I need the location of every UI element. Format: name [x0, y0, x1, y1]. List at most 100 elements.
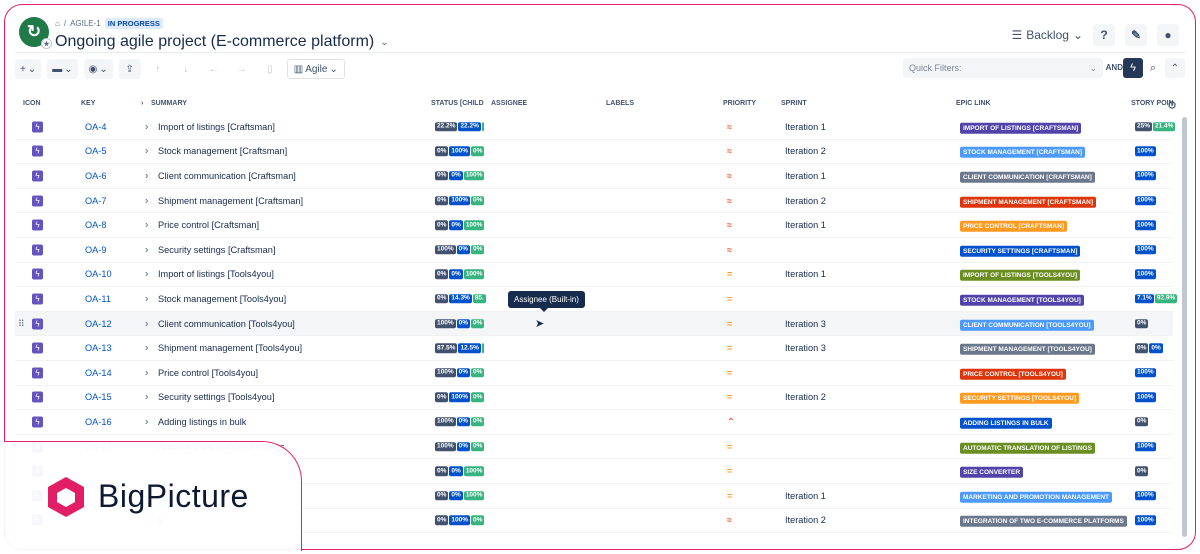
epic-badge[interactable]: PRICE CONTROL [TOOLS4YOU] [960, 368, 1066, 380]
issue-summary[interactable]: Shipment management [Craftsman] [158, 195, 304, 206]
issue-summary[interactable]: Stock management [Tools4you] [158, 293, 287, 304]
table-row[interactable]: ϟ OA-8 › Price control [Craftsman] 0% 0% 100% ≈… [15, 213, 1173, 238]
quick-filters-select[interactable]: Quick Filters: ⌄ [903, 58, 1103, 78]
issue-summary[interactable]: Adding listings in bulk [158, 416, 247, 427]
table-row[interactable]: ϟ OA-5 › Stock management [Craftsman] 0% 100%… [15, 140, 1173, 165]
issue-key-link[interactable]: OA-4 [85, 121, 107, 132]
priority-medium-icon[interactable]: = [727, 343, 733, 354]
epic-badge[interactable]: PRICE CONTROL [CRAFTSMAN] [960, 220, 1067, 232]
priority-medium-icon[interactable]: = [727, 269, 733, 280]
collapse-button[interactable]: ⌃ [1165, 58, 1185, 78]
epic-badge[interactable]: ADDING LISTINGS IN BULK [960, 417, 1052, 429]
issue-key-link[interactable]: OA-7 [85, 195, 107, 206]
issue-summary[interactable]: Security settings [Craftsman] [158, 244, 276, 255]
sprint-value[interactable]: Iteration 1 [785, 269, 826, 280]
epic-link[interactable]: SECURITY SETTINGS [TOOLS4YOU] [960, 392, 1080, 405]
table-row[interactable]: ϟ OA-10 › Import of listings [Tools4you] 0% 0… [15, 263, 1173, 288]
sprint-value[interactable]: Iteration 2 [785, 146, 826, 157]
expand-chevron-icon[interactable]: › [145, 268, 149, 280]
epic-link[interactable]: STOCK MANAGEMENT [TOOLS4YOU] [960, 294, 1084, 306]
folder-button[interactable]: ▬ ⌄ [47, 59, 78, 79]
issue-key-link[interactable]: OA-14 [85, 367, 112, 378]
epic-link[interactable]: ADDING LISTINGS IN BULK [960, 417, 1052, 429]
priority-low-icon[interactable]: ⌃ [727, 416, 735, 427]
epic-link[interactable]: SECURITY SETTINGS [CRAFTSMAN] [960, 245, 1081, 257]
issue-key-link[interactable]: OA-13 [85, 343, 112, 354]
expand-chevron-icon[interactable]: › [145, 170, 149, 182]
epic-badge[interactable]: SECURITY SETTINGS [CRAFTSMAN] [960, 245, 1081, 257]
epic-badge[interactable]: IMPORT OF LISTINGS [CRAFTSMAN] [960, 122, 1082, 134]
priority-medium-icon[interactable]: = [727, 367, 733, 378]
issue-key-link[interactable]: OA-9 [85, 244, 107, 255]
visibility-button[interactable]: ◉ ⌄ [83, 59, 113, 79]
epic-link[interactable]: INTEGRATION OF TWO E-COMMERCE PLATFORMS [960, 515, 1127, 528]
epic-badge[interactable]: SHIPMENT MANAGEMENT [TOOLS4YOU] [960, 343, 1095, 355]
table-row[interactable]: ϟ OA-4 › Import of listings [Craftsman] 22.2… [15, 115, 1176, 140]
gear-icon[interactable]: ⚙ [1167, 100, 1177, 112]
help-button[interactable]: ? [1093, 24, 1115, 46]
priority-medium-icon[interactable]: = [727, 318, 733, 329]
epic-badge[interactable]: CLIENT COMMUNICATION [TOOLS4YOU] [960, 319, 1094, 331]
move-up-button[interactable]: ↑ [147, 59, 169, 79]
issue-key-link[interactable]: OA-8 [85, 220, 107, 231]
epic-badge[interactable]: AUTOMATIC TRANSLATION OF LISTINGS [960, 442, 1095, 454]
priority-medium-icon[interactable]: = [727, 441, 733, 452]
epic-link[interactable]: MARKETING AND PROMOTION MANAGEMENT [960, 491, 1113, 503]
expand-chevron-icon[interactable]: › [145, 342, 149, 354]
issue-key-link[interactable]: OA-16 [85, 416, 112, 427]
sprint-value[interactable]: Iteration 1 [785, 220, 826, 231]
epic-link[interactable]: SHIPMENT MANAGEMENT [CRAFTSMAN] [960, 195, 1096, 208]
priority-high-icon[interactable]: ≈ [727, 244, 732, 255]
epic-badge[interactable]: SHIPMENT MANAGEMENT [CRAFTSMAN] [960, 196, 1096, 208]
drag-handle-icon[interactable]: ⠿ [18, 318, 25, 329]
user-button[interactable]: ● [1157, 24, 1179, 46]
epic-link[interactable]: CLIENT COMMUNICATION [CRAFTSMAN] [960, 171, 1095, 183]
view-selector[interactable]: ▥ Agile ⌄ [286, 59, 345, 79]
table-row[interactable]: ϟ OA-16 › Adding listings in bulk 100% 0% 0% ⌃ A… [15, 410, 1173, 435]
epic-badge[interactable]: MARKETING AND PROMOTION MANAGEMENT [960, 491, 1113, 503]
expand-chevron-icon[interactable]: › [145, 219, 149, 231]
epic-link[interactable]: SHIPMENT MANAGEMENT [TOOLS4YOU] [960, 343, 1095, 355]
page-title[interactable]: Ongoing agile project (E-commerce platfo… [55, 33, 389, 50]
sprint-value[interactable]: Iteration 3 [785, 343, 826, 354]
issue-summary[interactable]: Client communication [Craftsman] [158, 170, 296, 181]
expand-chevron-icon[interactable]: › [145, 244, 149, 256]
priority-high-icon[interactable]: ≈ [727, 195, 732, 206]
epic-badge[interactable]: SIZE CONVERTER [960, 466, 1024, 478]
and-toggle[interactable]: AND [1105, 63, 1123, 72]
table-row[interactable]: ϟ OA-14 › Price control [Tools4you] 100% 0% 0%… [15, 361, 1173, 386]
issue-summary[interactable]: Price control [Craftsman] [158, 220, 260, 231]
table-row[interactable]: ϟ OA-13 › Shipment management [Tools4you] 87… [15, 336, 1173, 361]
col-labels[interactable]: LABELS [606, 100, 634, 107]
priority-high-icon[interactable]: ≈ [727, 121, 732, 132]
move-down-button[interactable]: ↓ [175, 59, 197, 79]
issue-summary[interactable]: Import of listings [Tools4you] [158, 269, 274, 280]
delete-button[interactable]: ▯ [259, 59, 281, 79]
breadcrumb-project-key[interactable]: AGILE-1 [70, 19, 101, 28]
epic-badge[interactable]: INTEGRATION OF TWO E-COMMERCE PLATFORMS [960, 516, 1127, 528]
priority-medium-icon[interactable]: = [727, 392, 733, 403]
expand-chevron-icon[interactable]: › [145, 145, 149, 157]
col-sprint[interactable]: SPRINT [781, 100, 807, 107]
epic-badge[interactable]: STOCK MANAGEMENT [TOOLS4YOU] [960, 294, 1084, 306]
issue-key-link[interactable]: OA-6 [85, 170, 107, 181]
epic-link[interactable]: PRICE CONTROL [TOOLS4YOU] [960, 368, 1066, 380]
expand-chevron-icon[interactable]: › [145, 195, 149, 207]
table-row[interactable]: ϟ OA-11 › Stock management [Tools4you] 0% 14.… [15, 287, 1178, 312]
epic-link[interactable]: IMPORT OF LISTINGS [TOOLS4YOU] [960, 269, 1080, 282]
epic-badge[interactable]: CLIENT COMMUNICATION [CRAFTSMAN] [960, 171, 1095, 183]
sprint-value[interactable]: Iteration 1 [785, 170, 826, 181]
issue-summary[interactable]: Shipment management [Tools4you] [158, 343, 303, 354]
add-button[interactable]: + ⌄ [15, 59, 42, 79]
expand-chevron-icon[interactable]: › [145, 293, 149, 305]
expand-all-icon[interactable]: › [141, 100, 144, 107]
priority-high-icon[interactable]: ≈ [727, 146, 732, 157]
table-row[interactable]: ϟ OA-6 › Client communication [Craftsman] 0%… [15, 164, 1173, 189]
expand-chevron-icon[interactable]: › [145, 391, 149, 403]
epic-link[interactable]: SIZE CONVERTER [960, 466, 1024, 478]
home-icon[interactable]: ⌂ [55, 19, 60, 28]
col-epic-link[interactable]: EPIC LINK [956, 100, 991, 107]
outdent-button[interactable]: ← [203, 59, 225, 79]
search-button[interactable]: ⌕ [1143, 58, 1163, 78]
